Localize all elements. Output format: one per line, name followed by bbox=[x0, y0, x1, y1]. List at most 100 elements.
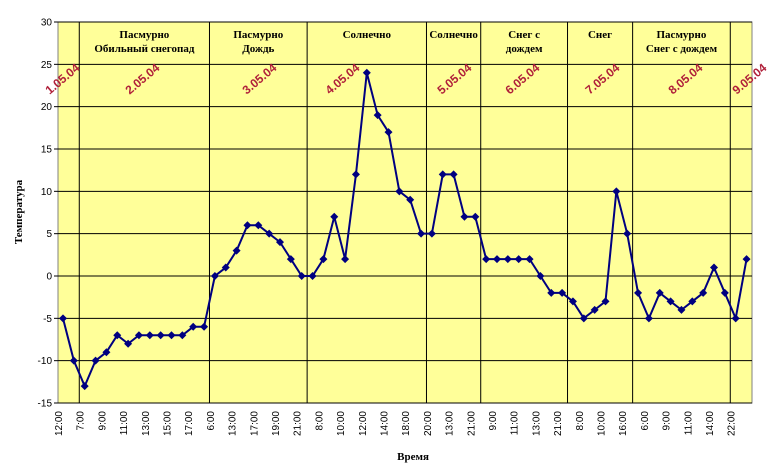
data-point bbox=[362, 68, 371, 77]
y-tick-label: 20 bbox=[41, 102, 53, 113]
data-point bbox=[145, 331, 154, 340]
y-tick-label: 30 bbox=[41, 18, 53, 29]
x-tick-label: 9:00 bbox=[488, 411, 499, 431]
data-point bbox=[417, 229, 426, 238]
data-point bbox=[677, 305, 686, 314]
x-tick-label: 19:00 bbox=[271, 411, 282, 436]
weather-label: Снег с дождем bbox=[646, 43, 718, 55]
x-tick-label: 12:00 bbox=[54, 411, 65, 436]
data-point bbox=[276, 238, 284, 247]
data-point bbox=[471, 212, 480, 221]
x-tick-label: 10:00 bbox=[336, 411, 347, 436]
x-tick-label: 21:00 bbox=[293, 411, 304, 436]
x-tick-label: 10:00 bbox=[597, 411, 608, 436]
data-point bbox=[232, 246, 241, 255]
x-tick-label: 8:00 bbox=[314, 411, 325, 431]
data-point bbox=[210, 272, 219, 280]
data-point bbox=[91, 356, 100, 365]
data-point bbox=[623, 229, 632, 238]
data-point bbox=[558, 288, 567, 297]
data-point bbox=[710, 263, 718, 272]
data-point bbox=[720, 288, 729, 297]
x-tick-label: 7:00 bbox=[76, 411, 87, 431]
weather-label: Снег с bbox=[508, 29, 540, 41]
data-point bbox=[156, 331, 165, 340]
data-point bbox=[514, 255, 523, 264]
weather-label: Обильный снегопад bbox=[94, 43, 195, 55]
y-tick-label: 5 bbox=[46, 229, 52, 240]
y-tick-label: 10 bbox=[41, 187, 53, 198]
weather-label: Пасмурно bbox=[657, 29, 707, 41]
x-tick-label: 13:00 bbox=[141, 411, 152, 436]
x-tick-label: 17:00 bbox=[184, 411, 195, 436]
data-point bbox=[427, 229, 436, 238]
data-point bbox=[699, 288, 708, 297]
weather-label: Пасмурно bbox=[119, 29, 169, 41]
data-line bbox=[62, 72, 748, 389]
data-point bbox=[644, 314, 653, 323]
x-tick-label: 11:00 bbox=[510, 411, 521, 436]
x-tick-label: 9:00 bbox=[97, 411, 108, 431]
data-point bbox=[438, 170, 447, 179]
weather-label: Пасмурно bbox=[233, 29, 283, 41]
x-tick-label: 14:00 bbox=[380, 411, 391, 436]
data-point bbox=[503, 255, 512, 264]
data-point bbox=[579, 314, 588, 323]
x-tick-label: 13:00 bbox=[445, 411, 456, 436]
x-tick-label: 8:00 bbox=[575, 411, 586, 431]
data-point bbox=[69, 356, 78, 365]
data-point bbox=[167, 331, 176, 340]
x-tick-label: 11:00 bbox=[683, 411, 694, 436]
x-tick-label: 15:00 bbox=[163, 411, 174, 436]
data-point bbox=[341, 255, 350, 264]
weather-label: Снег bbox=[588, 29, 612, 41]
y-tick-label: -5 bbox=[43, 314, 52, 325]
data-point bbox=[243, 221, 252, 230]
weather-label: Дождь bbox=[242, 43, 274, 55]
x-tick-label: 18:00 bbox=[401, 411, 412, 436]
data-point bbox=[449, 170, 458, 179]
data-point bbox=[286, 255, 295, 264]
x-tick-label: 6:00 bbox=[640, 411, 651, 431]
weather-label: Солнечно bbox=[429, 29, 478, 41]
data-point bbox=[742, 255, 751, 264]
data-point bbox=[319, 255, 328, 264]
data-point bbox=[547, 288, 556, 297]
y-axis-label: Температура bbox=[13, 179, 25, 244]
data-point bbox=[525, 255, 534, 264]
y-tick-label: -15 bbox=[38, 399, 53, 410]
data-point bbox=[482, 255, 491, 264]
data-point bbox=[568, 297, 577, 306]
x-axis-label: Время bbox=[397, 451, 429, 463]
data-point bbox=[666, 297, 675, 306]
data-point bbox=[688, 297, 697, 306]
data-point bbox=[254, 221, 263, 230]
data-point bbox=[731, 314, 740, 323]
weather-label: Солнечно bbox=[343, 29, 392, 41]
data-point bbox=[590, 305, 599, 314]
data-point bbox=[655, 288, 664, 297]
x-tick-label: 17:00 bbox=[249, 411, 260, 436]
y-tick-label: 0 bbox=[46, 272, 52, 283]
data-point bbox=[460, 212, 469, 221]
data-point bbox=[178, 331, 187, 340]
x-tick-label: 11:00 bbox=[119, 411, 130, 436]
data-point bbox=[308, 272, 317, 280]
data-point bbox=[634, 288, 643, 297]
x-tick-label: 20:00 bbox=[423, 411, 434, 436]
data-point bbox=[330, 212, 339, 221]
x-tick-label: 21:00 bbox=[553, 411, 564, 436]
data-point bbox=[200, 322, 209, 331]
data-point bbox=[102, 348, 111, 357]
data-point bbox=[493, 255, 501, 264]
x-tick-label: 14:00 bbox=[705, 411, 716, 436]
data-point bbox=[612, 187, 621, 196]
data-point bbox=[384, 128, 393, 137]
y-tick-label: 25 bbox=[41, 60, 53, 71]
data-point bbox=[59, 314, 67, 323]
plot-area bbox=[57, 21, 753, 404]
data-point bbox=[601, 297, 610, 306]
x-tick-label: 22:00 bbox=[727, 411, 738, 436]
x-tick-label: 12:00 bbox=[358, 411, 369, 436]
